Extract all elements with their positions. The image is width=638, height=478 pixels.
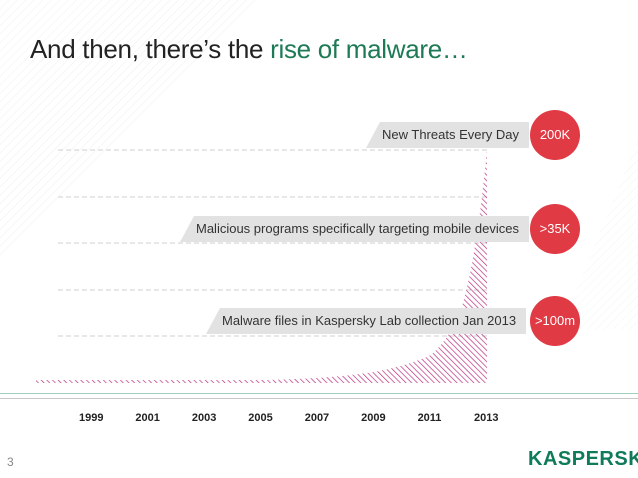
x-tick-label: 2009 — [361, 412, 386, 424]
badge-mobile-malware: >35K — [530, 204, 580, 254]
callout-label: Malware files in Kaspersky Lab collectio… — [222, 313, 517, 328]
badge-new-threats: 200K — [530, 110, 580, 160]
malware-area-series — [36, 150, 487, 383]
x-tick-label: 2001 — [135, 412, 160, 424]
title-prefix: And then, there’s the — [30, 34, 264, 64]
logo-text: KASPERSKY — [528, 448, 638, 470]
divider-gray — [0, 398, 638, 399]
callout-malware-files: Malware files in Kaspersky Lab collectio… — [206, 308, 527, 334]
callout-label: New Threats Every Day — [382, 127, 520, 142]
callout-mobile-malware: Malicious programs specifically targetin… — [180, 216, 529, 242]
x-tick-label: 1999 — [79, 412, 104, 424]
callout-label: Malicious programs specifically targetin… — [196, 221, 519, 236]
x-tick-label: 2003 — [191, 412, 217, 424]
page-number: 3 — [7, 455, 14, 469]
x-tick-label: 2007 — [304, 412, 330, 424]
badge-malware-files: >100m — [530, 296, 580, 346]
badge-value: >35K — [539, 221, 571, 236]
callout-new-threats: New Threats Every Day — [366, 122, 530, 148]
title-accent: rise of malware… — [270, 34, 468, 64]
x-tick-label: 2013 — [474, 412, 499, 424]
badge-value: >100m — [534, 313, 576, 328]
x-tick-label: 2005 — [248, 412, 273, 424]
badge-value: 200K — [539, 127, 571, 142]
kaspersky-logo: KASPERSKYlab — [528, 448, 638, 471]
x-tick-label: 2011 — [417, 412, 442, 424]
divider-green — [0, 393, 638, 394]
page-title: And then, there’s the rise of malware… — [30, 34, 468, 65]
